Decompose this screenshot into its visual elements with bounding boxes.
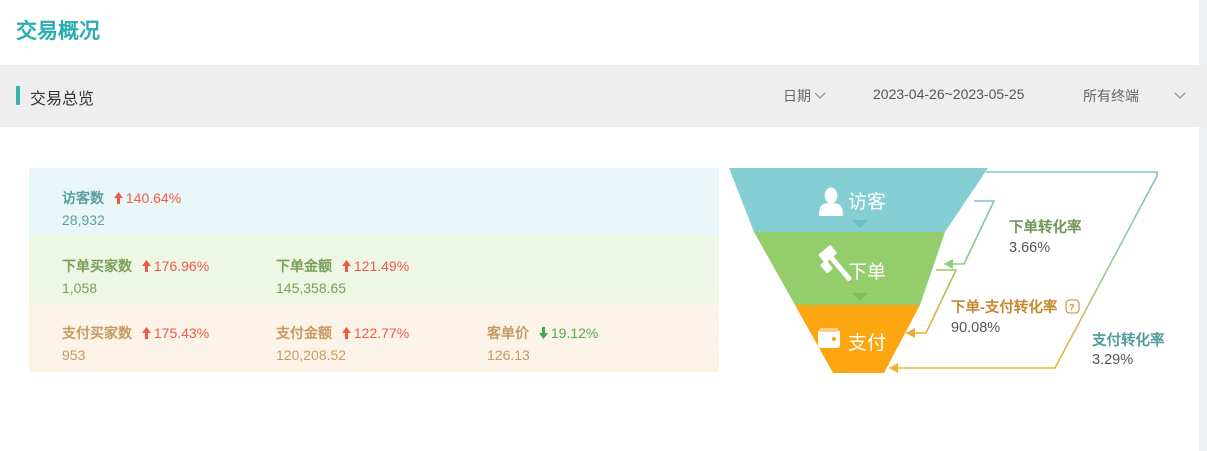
svg-text:访客: 访客: [848, 191, 886, 213]
svg-text:支付转化率: 支付转化率: [1092, 331, 1165, 349]
svg-text:90.08%: 90.08%: [951, 320, 1000, 336]
svg-text:3.66%: 3.66%: [1009, 240, 1050, 256]
svg-text:?: ?: [1069, 302, 1075, 312]
svg-text:下单-支付转化率: 下单-支付转化率: [951, 298, 1058, 316]
svg-text:下单转化率: 下单转化率: [1009, 218, 1082, 236]
svg-text:3.29%: 3.29%: [1092, 352, 1133, 368]
svg-text:下单: 下单: [848, 261, 886, 283]
svg-text:支付: 支付: [848, 332, 886, 354]
